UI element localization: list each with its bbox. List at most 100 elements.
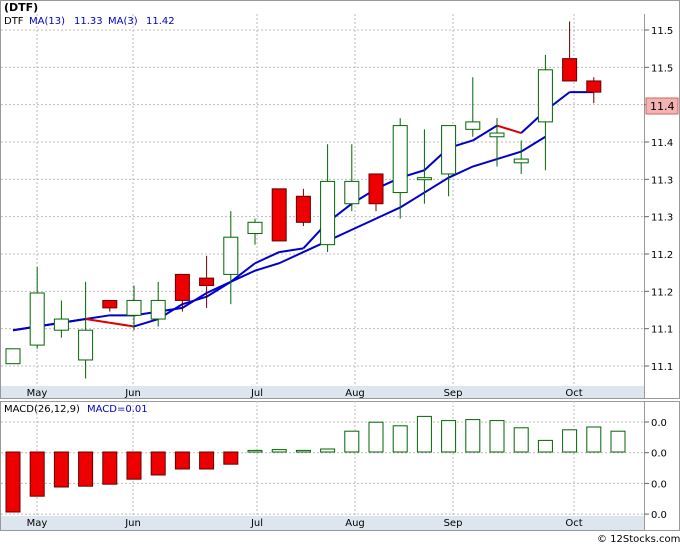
macd-bar xyxy=(562,429,578,453)
ma3-segment xyxy=(496,124,522,134)
macd-bar xyxy=(199,451,215,470)
ma3-segment xyxy=(133,318,159,328)
macd-month-label: Oct xyxy=(565,518,582,529)
candle xyxy=(126,285,142,331)
ma3-segment xyxy=(182,295,207,306)
macd-bar xyxy=(537,439,553,453)
macd-bar xyxy=(53,451,69,488)
macd-month-label: May xyxy=(27,518,48,529)
candle-body xyxy=(102,299,118,309)
macd-bar xyxy=(344,430,360,453)
macd-tick-label: 0.0 xyxy=(651,449,667,460)
candle-body xyxy=(489,132,505,138)
macd-bar xyxy=(368,421,384,453)
price-tick-label: 11.1 xyxy=(651,362,673,373)
candle-body xyxy=(295,195,311,223)
candle xyxy=(562,21,578,82)
price-badge: 11.4 xyxy=(650,100,675,113)
price-badge-bg xyxy=(645,97,679,115)
month-label: Sep xyxy=(444,388,463,399)
candle xyxy=(320,144,336,253)
price-tick-label: 11.5 xyxy=(651,63,673,74)
candle-body xyxy=(586,80,602,93)
macd-x-axis-labels: May Jun Jul Aug Sep Oct xyxy=(27,518,583,529)
candle xyxy=(223,211,239,305)
price-tick-label: 11.3 xyxy=(651,213,673,224)
candle-body xyxy=(5,348,21,365)
macd-bar xyxy=(610,430,626,453)
candle xyxy=(416,129,432,204)
ma3-segment xyxy=(254,251,280,265)
ma3-segment xyxy=(472,124,498,142)
macd-bar xyxy=(271,449,287,453)
candle-body xyxy=(150,299,166,320)
macd-bar xyxy=(295,449,311,453)
candles xyxy=(5,21,602,379)
candle xyxy=(537,54,553,171)
candle xyxy=(150,281,166,327)
candle-body xyxy=(78,329,94,361)
candle-body xyxy=(416,177,432,181)
candle-body xyxy=(465,121,481,130)
ma3-segment xyxy=(109,321,135,328)
candle xyxy=(174,273,190,312)
legend-ma3-label: MA(3) xyxy=(108,16,138,27)
macd-bars xyxy=(5,415,626,513)
macd-bar xyxy=(102,451,118,485)
candle-body xyxy=(392,125,408,194)
candle-body xyxy=(513,158,529,164)
macd-bar xyxy=(513,427,529,453)
candle-body xyxy=(441,125,457,175)
macd-bar xyxy=(489,420,505,453)
macd-bar xyxy=(78,451,94,487)
candle xyxy=(295,188,311,227)
month-label: Aug xyxy=(345,388,365,399)
price-tick-label: 11.2 xyxy=(651,287,673,298)
candle-body xyxy=(126,299,142,316)
ma3-segment xyxy=(279,247,304,254)
x-axis-labels: May Jun Jul Aug Sep Oct xyxy=(27,388,583,399)
macd-bar xyxy=(29,451,45,497)
candle xyxy=(53,300,69,338)
price-tick-label: 11.4 xyxy=(651,138,673,149)
candle-body xyxy=(368,173,384,205)
candle xyxy=(465,77,481,137)
macd-y-axis: 0.0 0.0 0.0 0.0 xyxy=(644,418,667,521)
macd-month-label: Jun xyxy=(124,518,141,529)
candle-body xyxy=(271,188,287,242)
candle xyxy=(247,218,263,245)
month-label: Oct xyxy=(565,388,582,399)
legend-ma3-value: 11.42 xyxy=(146,16,175,27)
candle xyxy=(102,299,118,312)
macd-month-label: Jul xyxy=(250,518,263,529)
price-tick-label: 11.3 xyxy=(651,175,673,186)
candle xyxy=(271,188,287,242)
month-label: Jul xyxy=(250,388,263,399)
price-tick-label: 11.5 xyxy=(651,26,673,37)
candle-body xyxy=(199,277,215,287)
macd-bar xyxy=(150,451,166,476)
candle-body xyxy=(537,69,553,123)
candle-body xyxy=(247,221,263,234)
price-x-axis-band xyxy=(1,386,644,398)
macd-bar xyxy=(5,451,21,513)
macd-tick-label: 0.0 xyxy=(651,510,667,521)
ma3-segment xyxy=(230,262,256,283)
candle-body xyxy=(223,236,239,275)
ma13-polyline xyxy=(12,135,546,332)
candle xyxy=(29,266,45,349)
macd-bar xyxy=(416,415,432,453)
macd-bar xyxy=(586,426,602,453)
macd-bar xyxy=(320,448,336,453)
candle xyxy=(441,125,457,197)
month-label: May xyxy=(27,388,48,399)
macd-month-label: Sep xyxy=(444,518,463,529)
month-label: Jun xyxy=(124,388,141,399)
macd-legend-label: MACD(26,12,9) xyxy=(4,404,80,415)
candle xyxy=(586,77,602,104)
footer-credit: © 12Stocks.com xyxy=(597,534,680,545)
candle-body xyxy=(29,292,45,346)
grid xyxy=(1,14,644,516)
macd-bar xyxy=(465,419,481,453)
